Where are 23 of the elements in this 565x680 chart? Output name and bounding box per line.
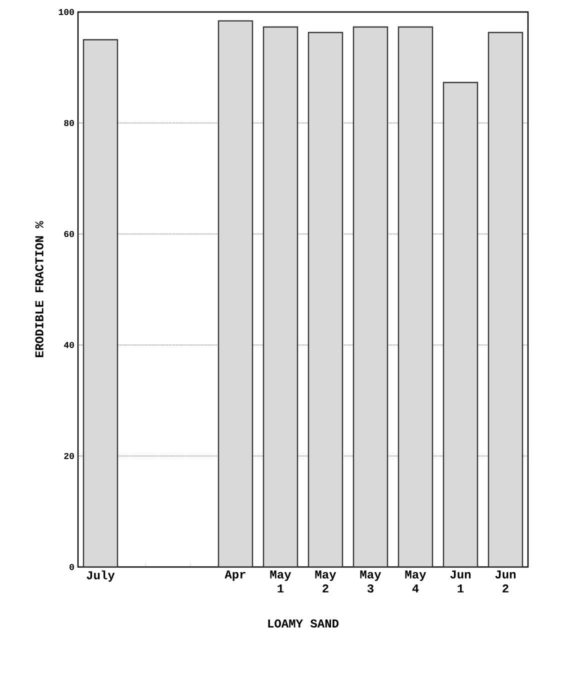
bar [308, 32, 344, 567]
bar [218, 20, 254, 567]
y-tick-label: 40 [64, 342, 74, 348]
y-tick-label: 20 [64, 452, 74, 460]
bar [352, 26, 388, 567]
x-tick-label: July [86, 570, 115, 582]
x-tick-label: May 3 [360, 570, 382, 593]
y-tick-label: 80 [64, 120, 74, 126]
x-tick-label: Jun 2 [495, 570, 516, 592]
x-axis-title: LOAMY SAND [268, 619, 339, 628]
x-tick-label: May 2 [315, 570, 336, 592]
y-tick-label: 100 [58, 8, 74, 16]
y-tick-label: 60 [64, 230, 74, 238]
bar [262, 26, 298, 567]
x-tick-label: May 4 [405, 570, 426, 592]
bar [442, 82, 478, 567]
x-tick-label: Apr [224, 570, 246, 581]
y-axis-title: ERODIBLE FRACTION % [35, 221, 44, 358]
bar [488, 32, 524, 567]
y-tick-label: 0 [70, 564, 74, 570]
bar [398, 26, 434, 567]
x-tick-label: May 1 [270, 570, 292, 592]
x-tick-label: Jun 1 [450, 570, 471, 592]
